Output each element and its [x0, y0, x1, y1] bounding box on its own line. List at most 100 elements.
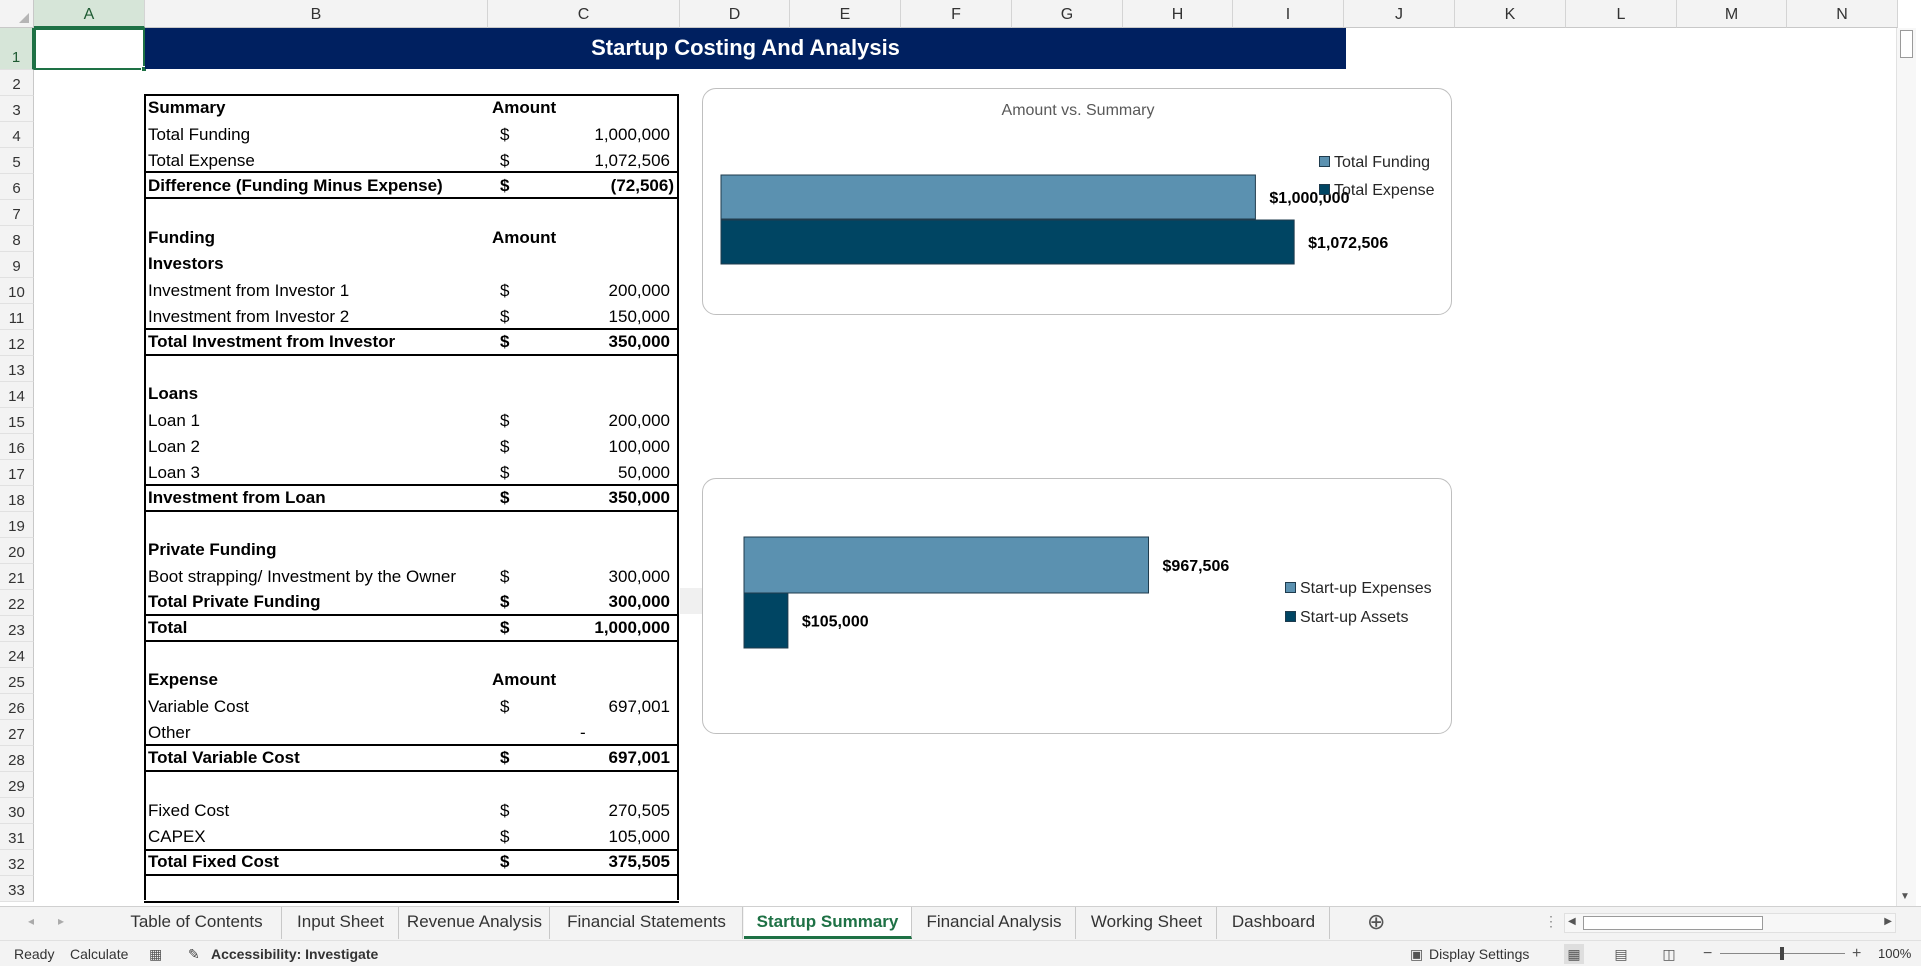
accessibility-icon[interactable]: ✎: [188, 946, 200, 962]
tab-working-sheet[interactable]: Working Sheet: [1077, 907, 1217, 939]
row-header-20[interactable]: 20: [0, 538, 34, 564]
scroll-left-arrow-icon[interactable]: ◀: [1568, 916, 1576, 927]
column-header-e[interactable]: E: [790, 0, 901, 28]
bar-total-funding[interactable]: [720, 174, 1256, 220]
zoom-slider-thumb[interactable]: [1780, 947, 1784, 960]
chart-startup-expenses-assets[interactable]: $967,506 $105,000 Start-up Expenses Start…: [702, 478, 1452, 734]
row-header-13[interactable]: 13: [0, 356, 34, 382]
chart1-legend-total-expense: Total Expense: [1319, 182, 1435, 200]
row-header-23[interactable]: 23: [0, 616, 34, 642]
status-calculate[interactable]: Calculate: [70, 946, 129, 962]
vertical-scroll-thumb[interactable]: [1900, 30, 1913, 58]
row-header-17[interactable]: 17: [0, 460, 34, 486]
row-header-27[interactable]: 27: [0, 720, 34, 746]
tab-splitter-handle[interactable]: ⋮: [1544, 913, 1558, 929]
column-header-l[interactable]: L: [1566, 0, 1677, 28]
column-header-f[interactable]: F: [901, 0, 1012, 28]
horizontal-scroll-thumb[interactable]: [1583, 916, 1763, 930]
row-header-1[interactable]: 1: [0, 28, 34, 70]
row-header-30[interactable]: 30: [0, 798, 34, 824]
tab-financial-analysis[interactable]: Financial Analysis: [913, 907, 1076, 939]
row-header-16[interactable]: 16: [0, 434, 34, 460]
fill-handle[interactable]: [141, 66, 147, 72]
row-header-24[interactable]: 24: [0, 642, 34, 668]
column-header-a[interactable]: A: [34, 0, 145, 28]
zoom-level[interactable]: 100%: [1878, 946, 1912, 961]
row-header-4[interactable]: 4: [0, 122, 34, 148]
row-header-26[interactable]: 26: [0, 694, 34, 720]
tab-scroll-left-icon[interactable]: ◂: [28, 914, 35, 928]
row-header-29[interactable]: 29: [0, 772, 34, 798]
row18-bottom-border: [144, 510, 679, 512]
column-header-j[interactable]: J: [1344, 0, 1455, 28]
tab-scroll-right-icon[interactable]: ▸: [58, 914, 65, 928]
tab-startup-summary[interactable]: Startup Summary: [744, 907, 912, 939]
column-header-h[interactable]: H: [1123, 0, 1233, 28]
page-layout-view-icon[interactable]: ▤: [1614, 946, 1628, 962]
bar-total-expense[interactable]: [720, 219, 1295, 265]
page-break-view-icon[interactable]: ◫: [1662, 946, 1676, 962]
macro-record-icon[interactable]: ▦: [149, 946, 163, 962]
normal-view-icon[interactable]: ▦: [1564, 944, 1584, 964]
row-header-8[interactable]: 8: [0, 226, 34, 252]
row-header-6[interactable]: 6: [0, 174, 34, 200]
column-header-b[interactable]: B: [145, 0, 488, 28]
row-header-19[interactable]: 19: [0, 512, 34, 538]
total-expense-value: 1,072,506: [594, 151, 670, 170]
bar-start-up-assets[interactable]: [743, 592, 789, 649]
scroll-down-arrow-icon[interactable]: ▼: [1900, 891, 1910, 902]
row-header-5[interactable]: 5: [0, 148, 34, 174]
row-header-22[interactable]: 22: [0, 590, 34, 616]
tab-input-sheet[interactable]: Input Sheet: [283, 907, 399, 939]
row-header-25[interactable]: 25: [0, 668, 34, 694]
zoom-out-icon[interactable]: −: [1703, 945, 1713, 962]
row-header-33[interactable]: 33: [0, 876, 34, 902]
status-display-settings[interactable]: Display Settings: [1429, 946, 1530, 962]
row-header-28[interactable]: 28: [0, 746, 34, 772]
row-header-12[interactable]: 12: [0, 330, 34, 356]
column-header-i[interactable]: I: [1233, 0, 1344, 28]
row-header-7[interactable]: 7: [0, 200, 34, 226]
column-header-k[interactable]: K: [1455, 0, 1566, 28]
chart-amount-vs-summary[interactable]: Amount vs. Summary $1,000,000 $1,072,506 …: [702, 88, 1452, 315]
bar-start-up-expenses[interactable]: [743, 536, 1150, 594]
capex-label: CAPEX: [148, 827, 206, 846]
row-header-15[interactable]: 15: [0, 408, 34, 434]
display-settings-icon[interactable]: ▣: [1410, 946, 1424, 962]
currency-symbol: $: [500, 488, 510, 507]
row-header-31[interactable]: 31: [0, 824, 34, 850]
scroll-right-arrow-icon[interactable]: ▶: [1884, 916, 1892, 927]
expense-amount-header: Amount: [492, 670, 557, 689]
tab-financial-statements[interactable]: Financial Statements: [551, 907, 743, 939]
row-header-32[interactable]: 32: [0, 850, 34, 876]
active-cell-a1[interactable]: [34, 28, 145, 70]
row6-top-border: [144, 171, 679, 173]
column-header-d[interactable]: D: [680, 0, 790, 28]
column-header-g[interactable]: G: [1012, 0, 1123, 28]
row-header-11[interactable]: 11: [0, 304, 34, 330]
column-header-m[interactable]: M: [1677, 0, 1787, 28]
horizontal-scrollbar[interactable]: ◀ ▶: [1564, 913, 1896, 933]
row-header-9[interactable]: 9: [0, 252, 34, 278]
total-fixed-value: 375,505: [608, 852, 670, 871]
row-header-18[interactable]: 18: [0, 486, 34, 512]
tab-table-of-contents[interactable]: Table of Contents: [112, 907, 282, 939]
tab-revenue-analysis[interactable]: Revenue Analysis: [400, 907, 550, 939]
row-header-10[interactable]: 10: [0, 278, 34, 304]
currency-symbol: $: [500, 852, 510, 871]
zoom-in-icon[interactable]: +: [1852, 945, 1862, 962]
row-header-3[interactable]: 3: [0, 96, 34, 122]
row-header-21[interactable]: 21: [0, 564, 34, 590]
vertical-scrollbar[interactable]: ▼: [1896, 28, 1916, 906]
tab-dashboard[interactable]: Dashboard: [1218, 907, 1330, 939]
column-header-n[interactable]: N: [1787, 0, 1898, 28]
row18-top-border: [144, 484, 679, 486]
row-header-14[interactable]: 14: [0, 382, 34, 408]
add-sheet-icon[interactable]: ⊕: [1367, 909, 1386, 934]
select-all-corner[interactable]: [0, 0, 34, 28]
row-header-2[interactable]: 2: [0, 70, 34, 96]
column-header-c[interactable]: C: [488, 0, 680, 28]
status-accessibility[interactable]: Accessibility: Investigate: [211, 946, 379, 962]
sheet-tab-bar: ◂ ▸ Table of Contents Input Sheet Revenu…: [0, 906, 1921, 940]
